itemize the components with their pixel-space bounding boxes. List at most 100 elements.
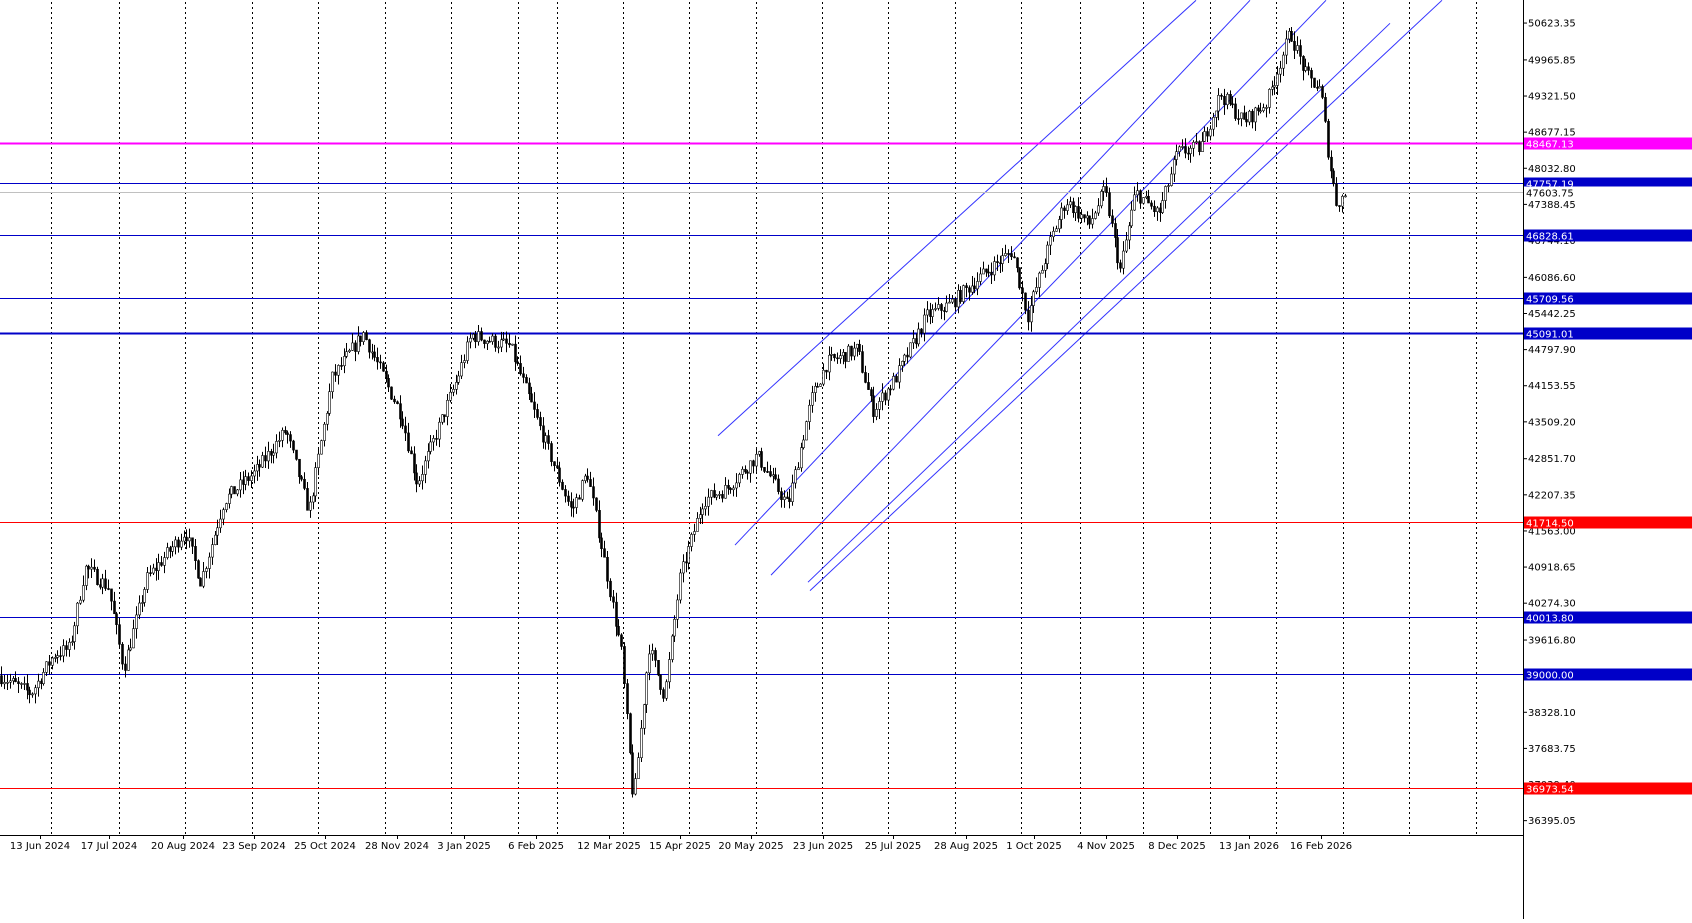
candle-body (1049, 236, 1052, 246)
candle-body (1035, 287, 1038, 293)
candle-body (396, 401, 399, 404)
candle-body (1004, 253, 1007, 256)
candle-body (275, 441, 278, 454)
candle-body (1097, 205, 1100, 214)
candle-body (1175, 151, 1178, 160)
candle-body (609, 580, 612, 598)
candle-body (1257, 107, 1260, 112)
candle-body (500, 339, 503, 348)
candle-body (1316, 87, 1319, 89)
price-level-tag (1524, 137, 1692, 150)
candle-body (752, 460, 755, 467)
candle-body (253, 470, 256, 477)
candle-body (713, 490, 716, 498)
candle-body (286, 432, 289, 435)
candle-body (399, 403, 402, 420)
candle-body (1282, 54, 1285, 69)
y-tick-label: 40274.30 (1528, 599, 1576, 610)
candle-body (735, 482, 738, 489)
candle-body (1060, 207, 1063, 220)
y-tick-label: 49321.50 (1528, 92, 1576, 103)
candle-body (79, 599, 82, 604)
candle-body (1001, 255, 1004, 264)
candle-body (643, 704, 646, 729)
candle-body (539, 417, 542, 427)
candle-body (194, 546, 197, 561)
candle-body (870, 389, 873, 397)
candle-body (965, 285, 968, 288)
candle-body (359, 335, 362, 342)
candle-body (292, 440, 295, 451)
candle-body (1105, 186, 1108, 193)
candle-body (707, 496, 710, 507)
candle-body (729, 487, 732, 491)
candle-body (993, 261, 996, 276)
candle-body (441, 414, 444, 423)
candle-body (830, 354, 833, 356)
candle-body (1189, 147, 1192, 154)
x-tick-label: 23 Jun 2025 (793, 841, 853, 852)
candle-body (586, 475, 589, 480)
candle-body (1173, 159, 1176, 175)
candle-body (214, 534, 217, 545)
candle-body (1310, 70, 1313, 79)
candle-body (1125, 239, 1128, 252)
candle-body (671, 635, 674, 660)
candle-body (786, 496, 789, 499)
candle-body (1074, 206, 1077, 214)
candle-body (525, 377, 528, 384)
candle-body (858, 343, 861, 352)
candle-body (1231, 103, 1234, 106)
candle-body (572, 506, 575, 509)
candle-body (749, 460, 752, 474)
candle-body (1032, 291, 1035, 306)
candle-body (424, 460, 427, 475)
y-tick-label: 46086.60 (1528, 273, 1576, 284)
candle-body (56, 655, 59, 658)
price-level-label: 45091.01 (1526, 330, 1574, 341)
candle-body (1052, 230, 1055, 238)
candle-body (780, 491, 783, 500)
x-tick-label: 20 Aug 2024 (151, 841, 215, 852)
y-tick-label: 44153.55 (1528, 381, 1576, 392)
candle-body (774, 474, 777, 480)
candle-body (54, 657, 57, 659)
candle-body (258, 464, 261, 468)
candle-body (1245, 119, 1248, 123)
candle-body (948, 301, 951, 304)
candle-body (816, 386, 819, 388)
candle-body (1147, 195, 1150, 204)
candle-body (920, 328, 923, 334)
candle-body (909, 342, 912, 358)
candle-body (783, 496, 786, 500)
y-tick-label: 42207.35 (1528, 490, 1576, 501)
candle-body (1192, 141, 1195, 149)
candle-body (1066, 204, 1069, 211)
candle-body (1080, 214, 1083, 219)
candle-body (90, 566, 93, 570)
candle-body (917, 328, 920, 345)
candle-body (968, 287, 971, 293)
candle-body (1201, 141, 1204, 152)
candle-body (357, 335, 360, 352)
candle-body (502, 338, 505, 341)
candle-body (28, 689, 31, 696)
candle-body (724, 485, 727, 499)
candle-body (620, 634, 623, 647)
candle-body (354, 342, 357, 352)
candle-body (141, 602, 144, 604)
candle-body (1265, 107, 1268, 109)
candle-body (1136, 190, 1139, 196)
candle-body (1178, 146, 1181, 152)
candle-body (959, 290, 962, 302)
candle-body (401, 418, 404, 427)
candle-body (889, 388, 892, 391)
candle-body (1122, 250, 1125, 269)
candle-body (1254, 107, 1257, 123)
candle-body (727, 485, 730, 489)
candle-body (1102, 186, 1105, 192)
x-tick-label: 28 Nov 2024 (365, 841, 429, 852)
candle-body (1181, 146, 1184, 148)
